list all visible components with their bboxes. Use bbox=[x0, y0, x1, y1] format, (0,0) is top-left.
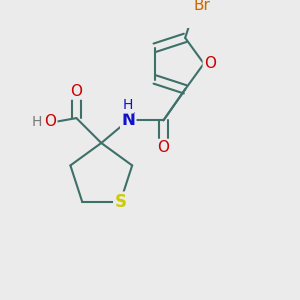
Text: H: H bbox=[32, 115, 42, 129]
Text: O: O bbox=[158, 140, 169, 155]
Text: S: S bbox=[114, 193, 126, 211]
Text: N: N bbox=[121, 111, 135, 129]
Text: O: O bbox=[70, 83, 83, 98]
Text: H: H bbox=[122, 98, 133, 112]
Text: O: O bbox=[204, 56, 216, 71]
Text: O: O bbox=[44, 114, 56, 129]
Text: Br: Br bbox=[194, 0, 210, 13]
